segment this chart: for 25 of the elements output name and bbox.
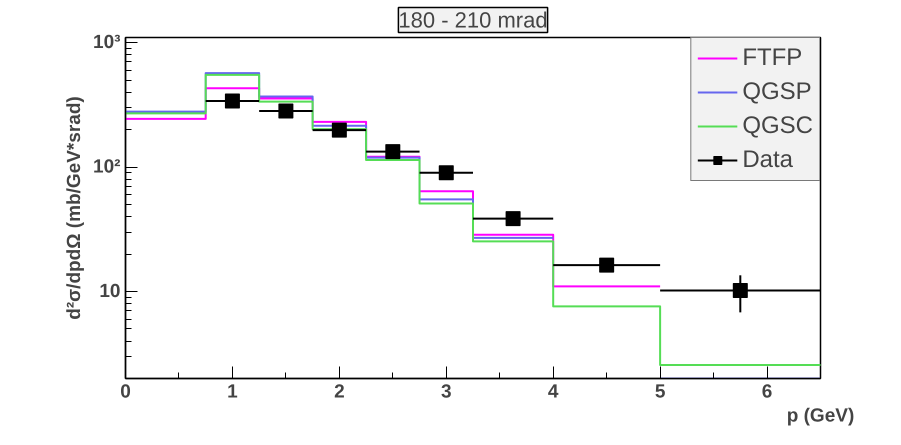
x-tick-label: 5 bbox=[654, 382, 666, 402]
point bbox=[385, 144, 400, 160]
legend-label: Data bbox=[742, 146, 794, 174]
x-tick-label: 1 bbox=[227, 382, 238, 402]
x-axis-title: p (GeV) bbox=[786, 406, 854, 426]
point bbox=[224, 93, 240, 108]
x-tick-label: 0 bbox=[120, 382, 131, 402]
x-tick-label: 2 bbox=[334, 382, 345, 402]
y-axis-title: d²σ/dpdΩ (mb/GeV*srad) bbox=[64, 96, 86, 320]
y-tick-label: 10³ bbox=[93, 32, 121, 54]
x-tick-label: 4 bbox=[548, 382, 559, 402]
point bbox=[732, 282, 748, 298]
point bbox=[332, 122, 347, 138]
x-tick-label: 3 bbox=[440, 382, 452, 402]
legend-label: FTFP bbox=[742, 44, 802, 72]
y-tick-label: 10² bbox=[93, 156, 121, 178]
point bbox=[438, 165, 454, 180]
legend-label: QGSP bbox=[742, 78, 812, 106]
x-tick-label: 6 bbox=[762, 382, 772, 402]
point bbox=[506, 211, 521, 226]
y-tick-label: 10 bbox=[99, 281, 121, 302]
legend-label: QGSC bbox=[742, 112, 813, 140]
point bbox=[599, 258, 614, 273]
point bbox=[278, 104, 294, 119]
chart-title: 180 - 210 mrad bbox=[398, 8, 548, 32]
